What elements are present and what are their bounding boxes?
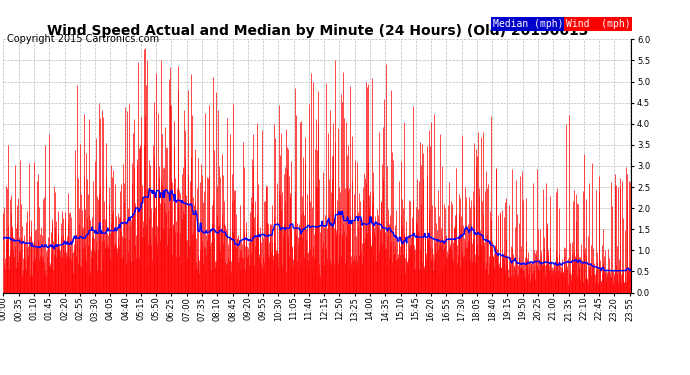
Text: Median (mph): Median (mph) [493,20,564,29]
Text: Copyright 2015 Cartronics.com: Copyright 2015 Cartronics.com [7,34,159,44]
Text: Wind  (mph): Wind (mph) [566,20,631,29]
Title: Wind Speed Actual and Median by Minute (24 Hours) (Old) 20150613: Wind Speed Actual and Median by Minute (… [47,24,588,38]
